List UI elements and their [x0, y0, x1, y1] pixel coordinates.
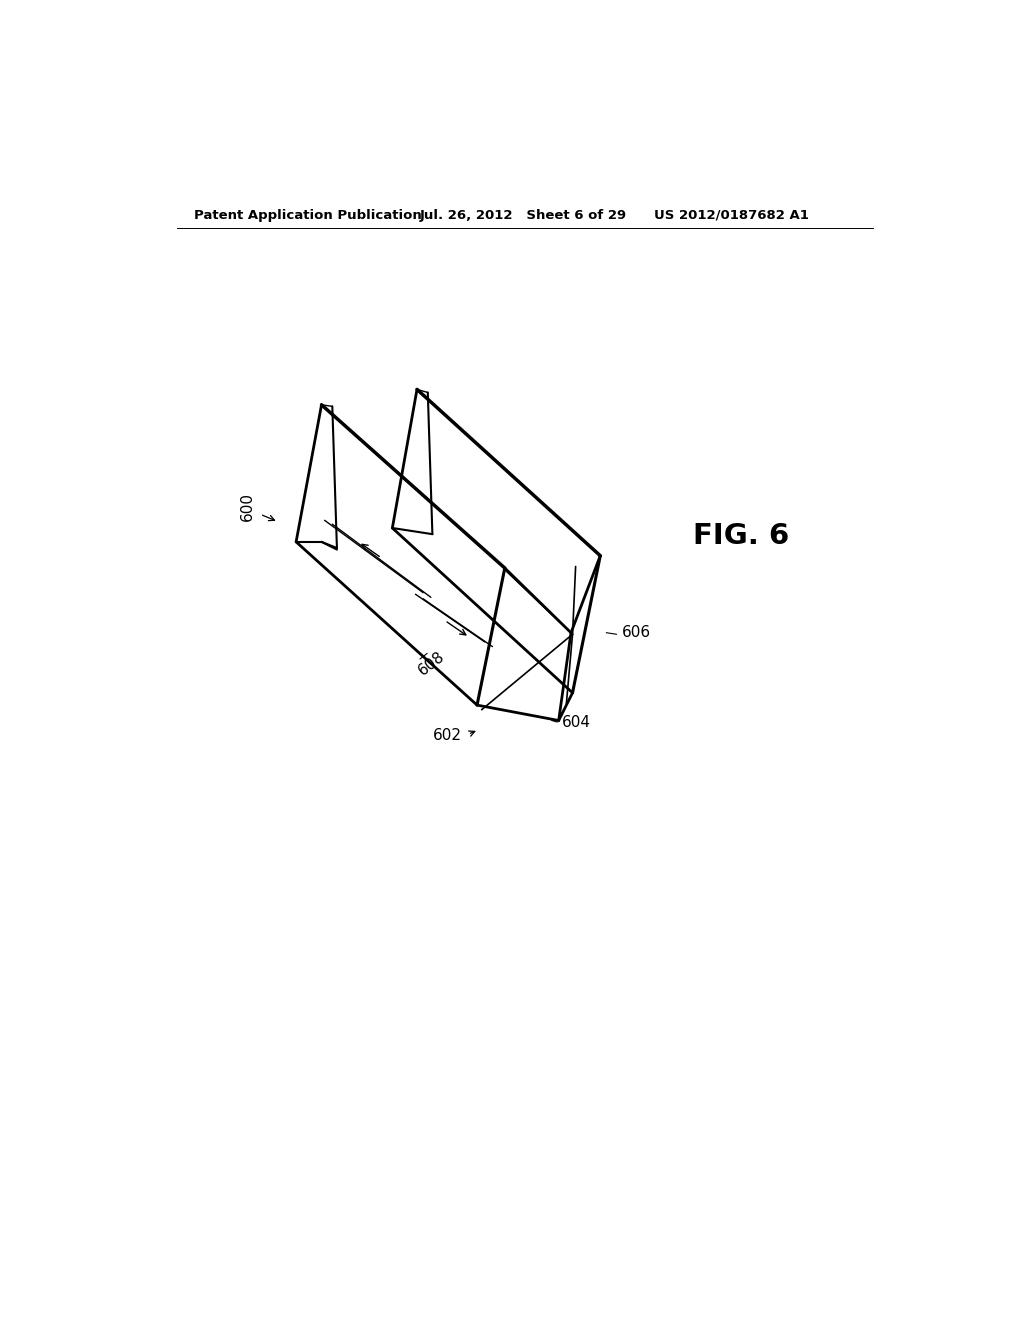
Polygon shape [392, 389, 600, 693]
Text: FIG. 6: FIG. 6 [692, 521, 788, 549]
Text: Jul. 26, 2012   Sheet 6 of 29: Jul. 26, 2012 Sheet 6 of 29 [419, 209, 627, 222]
Text: 604: 604 [562, 714, 591, 730]
Text: 608: 608 [416, 648, 447, 678]
Text: 602: 602 [433, 729, 462, 743]
Text: 600: 600 [240, 492, 255, 521]
Text: US 2012/0187682 A1: US 2012/0187682 A1 [654, 209, 809, 222]
Text: Patent Application Publication: Patent Application Publication [194, 209, 422, 222]
Text: 606: 606 [622, 626, 651, 640]
Polygon shape [296, 405, 505, 705]
